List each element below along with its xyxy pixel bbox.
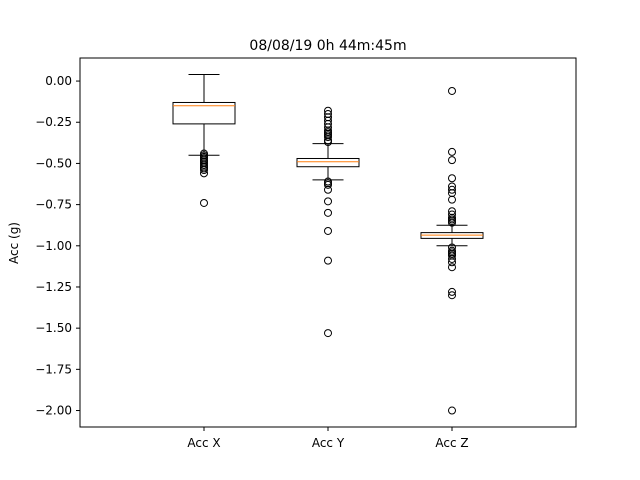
y-tick-label: −0.25 xyxy=(35,115,72,129)
outlier-point xyxy=(448,195,456,204)
box-group-acc-z xyxy=(420,86,484,415)
outlier-point xyxy=(448,174,456,183)
outlier-point xyxy=(324,138,332,147)
outlier-point xyxy=(448,147,456,156)
y-tick-label: −1.50 xyxy=(35,321,72,335)
outlier-point xyxy=(200,198,208,207)
y-tick-label: 0.00 xyxy=(45,74,72,88)
outlier-point xyxy=(324,185,332,194)
outlier-point xyxy=(448,291,456,300)
y-axis: 0.00 −0.25 −0.50 −0.75 −1.00 −1.25 −1.50 −1.75 −… xyxy=(35,74,80,418)
y-axis-label: Acc (g) xyxy=(7,222,21,264)
outlier-point xyxy=(448,258,456,267)
interquartile-box xyxy=(172,101,236,125)
y-tick-label: −1.00 xyxy=(35,239,72,253)
y-tick-label: −0.75 xyxy=(35,198,72,212)
plot-area-frame xyxy=(79,57,577,428)
y-tick-label: −2.00 xyxy=(35,404,72,418)
outlier-point xyxy=(324,226,332,235)
outlier-point xyxy=(448,406,456,415)
outlier-point xyxy=(448,86,456,95)
x-axis: Acc X Acc Y Acc Z xyxy=(187,427,469,450)
outlier-point xyxy=(324,256,332,265)
box-group-acc-y xyxy=(296,106,360,338)
x-tick-label: Acc Y xyxy=(312,436,345,450)
outlier-point xyxy=(200,169,208,178)
outlier-point xyxy=(324,133,332,142)
interquartile-box xyxy=(296,157,360,168)
x-tick-label: Acc Z xyxy=(435,436,468,450)
outlier-point xyxy=(324,208,332,217)
outlier-point xyxy=(448,156,456,165)
box-plot-series xyxy=(172,73,484,415)
outlier-point xyxy=(448,185,456,194)
outlier-point xyxy=(324,197,332,206)
outlier-point xyxy=(200,166,208,175)
outlier-point xyxy=(448,287,456,296)
outlier-point xyxy=(448,263,456,272)
box-group-acc-x xyxy=(172,73,236,207)
outlier-point xyxy=(448,218,456,227)
y-tick-label: −1.75 xyxy=(35,362,72,376)
x-tick-label: Acc X xyxy=(187,436,220,450)
outlier-point xyxy=(448,254,456,263)
outlier-point xyxy=(324,180,332,189)
chart-title: 08/08/19 0h 44m:45m xyxy=(249,38,406,54)
y-tick-label: −1.25 xyxy=(35,280,72,294)
outlier-point xyxy=(324,329,332,338)
y-tick-label: −0.50 xyxy=(35,156,72,170)
